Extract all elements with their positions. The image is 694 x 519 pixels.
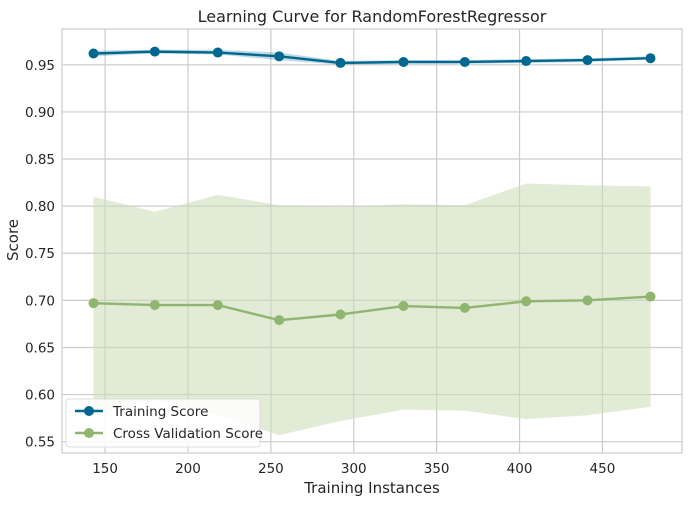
data-point xyxy=(88,48,99,59)
data-point xyxy=(521,56,532,67)
data-point xyxy=(212,300,223,311)
y-tick-label: 0.95 xyxy=(25,58,55,74)
legend-box xyxy=(65,398,261,448)
data-point xyxy=(212,47,223,58)
legend-swatch-marker xyxy=(84,428,94,438)
x-tick-label: 250 xyxy=(258,461,284,477)
y-tick-label: 0.65 xyxy=(25,340,55,356)
x-tick-label: 400 xyxy=(507,461,533,477)
x-tick-label: 450 xyxy=(590,461,616,477)
series-lines xyxy=(93,50,651,322)
series-line xyxy=(93,295,651,322)
x-tick-labels: 150 200 250 300 350 400 450 xyxy=(92,461,615,477)
x-tick-label: 150 xyxy=(92,461,118,477)
y-tick-label: 0.75 xyxy=(25,246,55,262)
y-tick-label: 0.70 xyxy=(25,293,55,309)
legend-entry-label: Training Score xyxy=(112,404,208,420)
x-axis-label: Training Instances xyxy=(303,479,440,497)
chart-title: Learning Curve for RandomForestRegressor xyxy=(198,7,547,26)
data-point xyxy=(274,51,285,62)
y-axis-label: Score xyxy=(4,219,22,261)
legend: Training Score Cross Validation Score xyxy=(65,398,263,448)
data-point xyxy=(149,46,160,57)
data-point xyxy=(459,302,470,313)
y-tick-label: 0.85 xyxy=(25,152,55,168)
series-line xyxy=(93,50,651,65)
data-point xyxy=(582,295,593,306)
y-tick-label: 0.60 xyxy=(25,388,55,404)
data-point xyxy=(398,56,409,67)
y-tick-label: 0.80 xyxy=(25,199,55,215)
data-point xyxy=(274,315,285,326)
data-point xyxy=(335,57,346,68)
x-tick-label: 200 xyxy=(175,461,201,477)
data-point xyxy=(398,301,409,312)
x-tick-label: 300 xyxy=(341,461,367,477)
legend-swatch-marker xyxy=(84,406,94,416)
legend-entry-label: Cross Validation Score xyxy=(113,426,263,442)
data-point xyxy=(582,55,593,66)
data-point xyxy=(645,291,656,302)
data-point xyxy=(459,56,470,67)
data-point xyxy=(149,300,160,311)
data-point xyxy=(88,298,99,309)
data-point xyxy=(521,296,532,307)
y-tick-label: 0.55 xyxy=(25,435,55,451)
x-tick-label: 350 xyxy=(424,461,450,477)
data-point xyxy=(335,309,346,320)
series-points xyxy=(88,46,656,326)
data-point xyxy=(645,53,656,64)
y-tick-labels: 0.55 0.60 0.65 0.70 0.75 0.80 0.85 0.90 0.95 xyxy=(25,58,55,451)
y-tick-label: 0.90 xyxy=(25,105,55,121)
